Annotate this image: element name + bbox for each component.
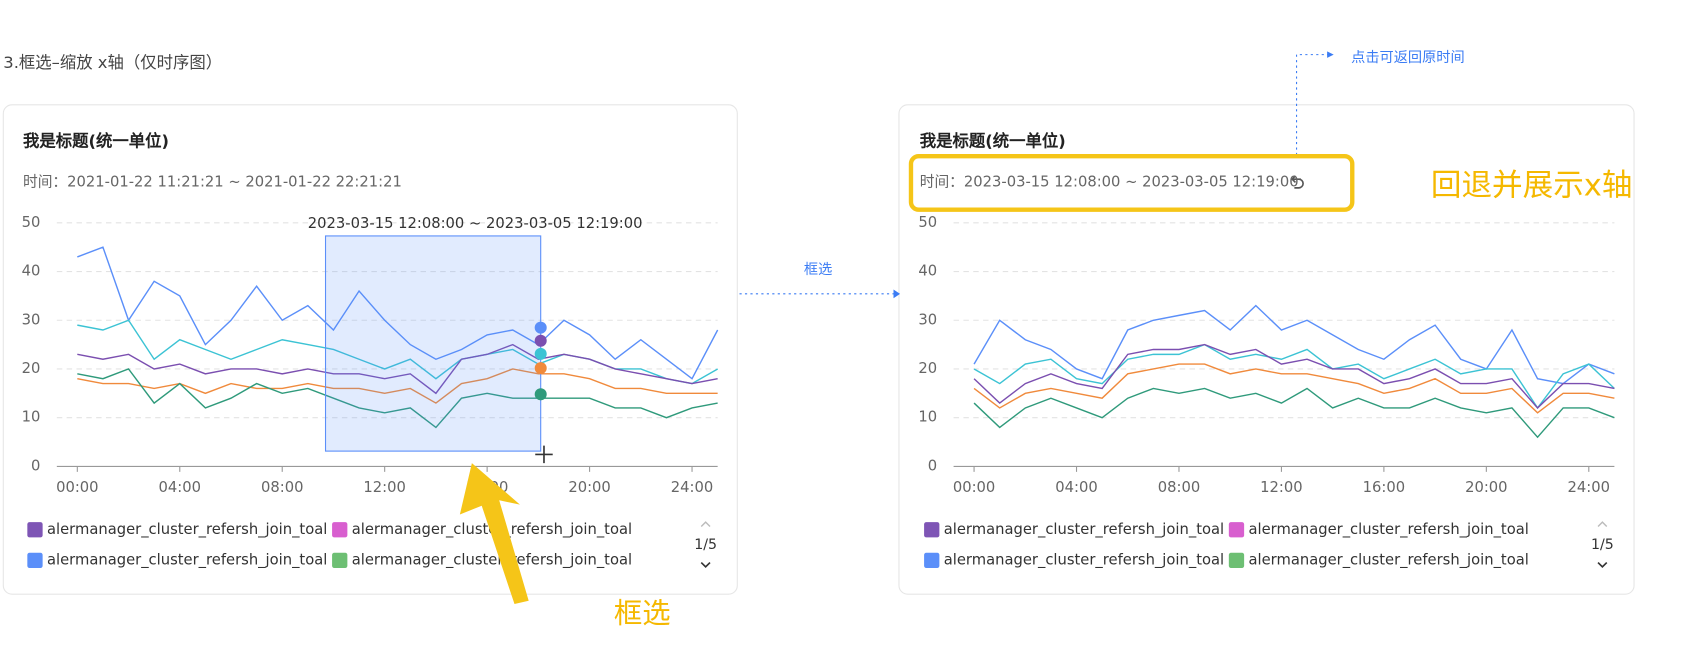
page-title: 3.框选–缩放 x轴（仅时序图） <box>3 53 222 72</box>
back-hint: 点击可返回原时间 <box>1351 50 1465 66</box>
series-line <box>973 343 1615 409</box>
y-tick-label: 20 <box>918 360 937 377</box>
y-tick-label: 10 <box>918 409 937 426</box>
cursor-dot <box>534 334 547 347</box>
cursor-dot <box>534 321 547 334</box>
brush-label: 框选 <box>804 262 832 278</box>
y-tick-label: 50 <box>22 214 41 231</box>
pager-up <box>1597 521 1608 527</box>
legend-label[interactable]: alermanager_cluster_refersh_join_toal <box>944 521 1224 538</box>
chart-subtitle: 时间：2021-01-22 11:21:21 ~ 2021-01-22 22:2… <box>23 173 402 190</box>
arrow-head <box>1327 51 1334 58</box>
x-tick-label: 24:00 <box>671 479 713 496</box>
legend-swatch <box>27 522 43 538</box>
arrow-head <box>893 289 901 299</box>
y-tick-label: 0 <box>31 457 40 474</box>
series-line <box>77 343 718 395</box>
x-tick-label: 12:00 <box>363 479 405 496</box>
legend-swatch <box>924 522 940 538</box>
x-tick-label: 00:00 <box>953 479 995 496</box>
y-tick-label: 10 <box>22 409 41 426</box>
x-tick-label: 24:00 <box>1568 479 1610 496</box>
cursor-dot <box>534 362 547 375</box>
y-tick-label: 30 <box>22 311 41 328</box>
x-tick-label: 20:00 <box>568 479 610 496</box>
brush-selection <box>324 235 542 452</box>
legend-label[interactable]: alermanager_cluster_refersh_join_toal <box>352 551 632 568</box>
legend-swatch <box>924 552 940 568</box>
series-line <box>77 368 718 429</box>
chart-subtitle: 时间：2023-03-15 12:08:00 ~ 2023-03-05 12:1… <box>920 173 1299 190</box>
chart-title: 我是标题(统一单位) <box>23 131 169 150</box>
legend-label[interactable]: alermanager_cluster_refersh_join_toal <box>944 551 1224 568</box>
y-tick-label: 20 <box>22 360 41 377</box>
cursor-dot <box>534 347 547 360</box>
card <box>898 104 1635 595</box>
cursor-dot <box>534 388 547 401</box>
legend-swatch <box>27 552 43 568</box>
x-tick-label: 20:00 <box>1465 479 1507 496</box>
legend-page: 1/5 <box>1591 537 1614 553</box>
highlight-box <box>908 154 1355 212</box>
back-note: 回退并展示x轴 <box>1431 168 1633 203</box>
legend-label[interactable]: alermanager_cluster_refersh_join_toal <box>1248 551 1528 568</box>
legend-swatch <box>1228 522 1245 538</box>
y-tick-label: 0 <box>928 457 937 474</box>
x-tick-label: 04:00 <box>1055 479 1097 496</box>
x-tick-label: 00:00 <box>56 479 98 496</box>
x-tick-label: 16:00 <box>1363 479 1405 496</box>
legend-swatch <box>1228 552 1245 568</box>
pager-up <box>700 521 711 527</box>
x-tick-label: 04:00 <box>159 479 201 496</box>
brush-note: 框选 <box>614 597 671 630</box>
series-line <box>77 368 718 404</box>
pager-down <box>1597 561 1608 569</box>
x-tick-label: 08:00 <box>1158 479 1200 496</box>
legend-label[interactable]: alermanager_cluster_refersh_join_toal <box>47 551 327 568</box>
pointer-arrow <box>459 463 529 605</box>
card <box>2 104 738 595</box>
legend-page: 1/5 <box>694 537 717 553</box>
crosshair-cursor <box>535 445 553 464</box>
series-line <box>973 363 1615 414</box>
legend-label[interactable]: alermanager_cluster_refersh_join_toal <box>47 521 327 538</box>
y-tick-label: 40 <box>918 263 937 280</box>
undo-icon[interactable] <box>1290 175 1304 189</box>
chart-title: 我是标题(统一单位) <box>920 131 1066 150</box>
series-line <box>973 387 1615 439</box>
y-tick-label: 30 <box>918 311 937 328</box>
hint-line <box>1296 54 1329 156</box>
series-line <box>973 304 1615 385</box>
x-tick-label: 12:00 <box>1260 479 1302 496</box>
y-tick-label: 40 <box>22 263 41 280</box>
selection-label: 2023-03-15 12:08:00 ~ 2023-03-05 12:19:0… <box>308 215 643 232</box>
legend-swatch <box>332 552 348 568</box>
legend-swatch <box>332 522 348 538</box>
legend-label[interactable]: alermanager_cluster_refersh_join_toal <box>1248 521 1528 538</box>
charts: 我是标题(统一单位) 时间：2021-01-22 11:21:21 ~ 2021-… <box>22 131 1615 568</box>
x-tick-label: 08:00 <box>261 479 303 496</box>
overlay: 2023-03-15 12:08:00 ~ 2023-03-05 12:19:0… <box>308 215 643 605</box>
series-line <box>77 246 719 380</box>
series-line <box>973 343 1615 410</box>
pager-down <box>700 561 711 569</box>
y-tick-label: 50 <box>918 214 937 231</box>
